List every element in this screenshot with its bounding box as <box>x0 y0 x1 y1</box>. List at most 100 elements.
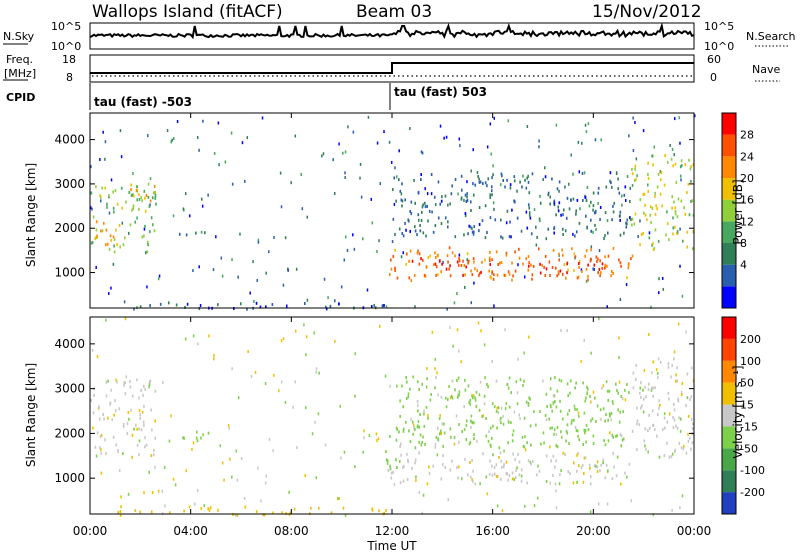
heatmap-cell <box>457 192 459 196</box>
heatmap-cell <box>130 408 132 412</box>
heatmap-cell <box>541 263 543 267</box>
heatmap-cell <box>244 179 246 183</box>
heatmap-cell <box>401 384 403 388</box>
heatmap-cell <box>558 258 561 262</box>
heatmap-cell <box>412 375 415 379</box>
heatmap-cell <box>555 506 558 510</box>
heatmap-cell <box>525 210 528 214</box>
heatmap-cell <box>422 435 424 439</box>
heatmap-cell <box>228 426 230 430</box>
heatmap-cell <box>466 180 468 184</box>
heatmap-cell <box>392 217 395 221</box>
heatmap-cell <box>491 176 493 180</box>
heatmap-cell <box>134 220 137 224</box>
heatmap-cell <box>254 370 257 374</box>
heatmap-cell <box>484 376 486 380</box>
heatmap-cell <box>507 420 510 424</box>
heatmap-cell <box>392 188 394 192</box>
heatmap-cell <box>688 436 691 440</box>
heatmap-cell <box>674 209 677 213</box>
heatmap-cell <box>337 496 339 500</box>
heatmap-cell <box>469 398 472 402</box>
heatmap-cell <box>674 450 676 454</box>
heatmap-cell <box>690 164 693 168</box>
heatmap-cell <box>570 421 573 425</box>
heatmap-cell <box>401 466 404 470</box>
heatmap-cell <box>163 465 166 469</box>
heatmap-cell <box>344 171 346 175</box>
heatmap-cell <box>243 497 246 501</box>
heatmap-cell <box>519 378 522 382</box>
heatmap-cell <box>672 164 675 168</box>
heatmap-cell <box>500 416 502 420</box>
heatmap-cell <box>132 204 135 208</box>
heatmap-cell <box>549 426 552 430</box>
colorbar-tick-label: 20 <box>740 172 754 185</box>
heatmap-cell <box>549 387 552 391</box>
heatmap-cell <box>353 247 356 251</box>
heatmap-cell <box>465 199 468 203</box>
heatmap-cell <box>508 405 511 409</box>
heatmap-cell <box>524 504 526 508</box>
heatmap-cell <box>664 426 666 430</box>
heatmap-cell <box>434 445 437 449</box>
heatmap-cell <box>400 453 402 457</box>
heatmap-cell <box>586 226 589 230</box>
heatmap-cell <box>651 154 653 158</box>
heatmap-cell <box>657 172 660 176</box>
heatmap-cell <box>690 200 692 204</box>
heatmap-cell <box>429 398 432 402</box>
heatmap-cell <box>460 188 463 192</box>
heatmap-cell <box>668 238 670 242</box>
heatmap-cell <box>200 197 203 201</box>
heatmap-cell <box>549 202 551 206</box>
heatmap-cell <box>654 212 657 216</box>
heatmap-cell <box>376 439 378 443</box>
heatmap-cell <box>513 410 516 414</box>
heatmap-cell <box>271 303 274 307</box>
heatmap-cell <box>492 277 495 281</box>
heatmap-cell <box>310 506 312 510</box>
nave-tick-bottom: 0 <box>710 71 717 84</box>
heatmap-cell <box>454 177 457 181</box>
heatmap-cell <box>524 435 526 439</box>
heatmap-cell <box>471 458 473 462</box>
heatmap-cell <box>512 274 514 278</box>
freq-tick-top: 18 <box>62 53 76 66</box>
heatmap-cell <box>409 249 412 253</box>
heatmap-cell <box>440 395 443 399</box>
heatmap-cell <box>287 267 289 271</box>
heatmap-cell <box>610 181 612 185</box>
heatmap-cell <box>502 179 505 183</box>
heatmap-cell <box>120 155 123 159</box>
heatmap-cell <box>563 263 566 267</box>
heatmap-cell <box>402 234 405 238</box>
heatmap-cell <box>609 414 611 418</box>
heatmap-cell <box>227 423 230 427</box>
heatmap-cell <box>581 141 583 145</box>
heatmap-cell <box>619 410 621 414</box>
heatmap-cell <box>528 191 531 195</box>
heatmap-cell <box>672 415 674 419</box>
heatmap-cell <box>566 262 568 266</box>
heatmap-cell <box>590 200 592 204</box>
heatmap-cell <box>601 262 604 266</box>
heatmap-cell <box>486 184 488 188</box>
heatmap-cell <box>610 411 613 415</box>
heatmap-cell <box>143 423 145 427</box>
heatmap-cell <box>236 513 239 517</box>
heatmap-cell <box>501 509 504 513</box>
heatmap-cell <box>629 216 631 220</box>
heatmap-cell <box>618 420 621 424</box>
heatmap-cell <box>460 196 463 200</box>
heatmap-cell <box>131 455 133 459</box>
heatmap-cell <box>570 198 572 202</box>
heatmap-cell <box>202 119 204 123</box>
heatmap-cell <box>477 174 479 178</box>
heatmap-cell <box>488 429 490 433</box>
heatmap-cell <box>552 454 555 458</box>
heatmap-cell <box>420 257 422 261</box>
heatmap-cell <box>615 434 617 438</box>
heatmap-cell <box>408 259 410 263</box>
heatmap-cell <box>670 157 673 161</box>
